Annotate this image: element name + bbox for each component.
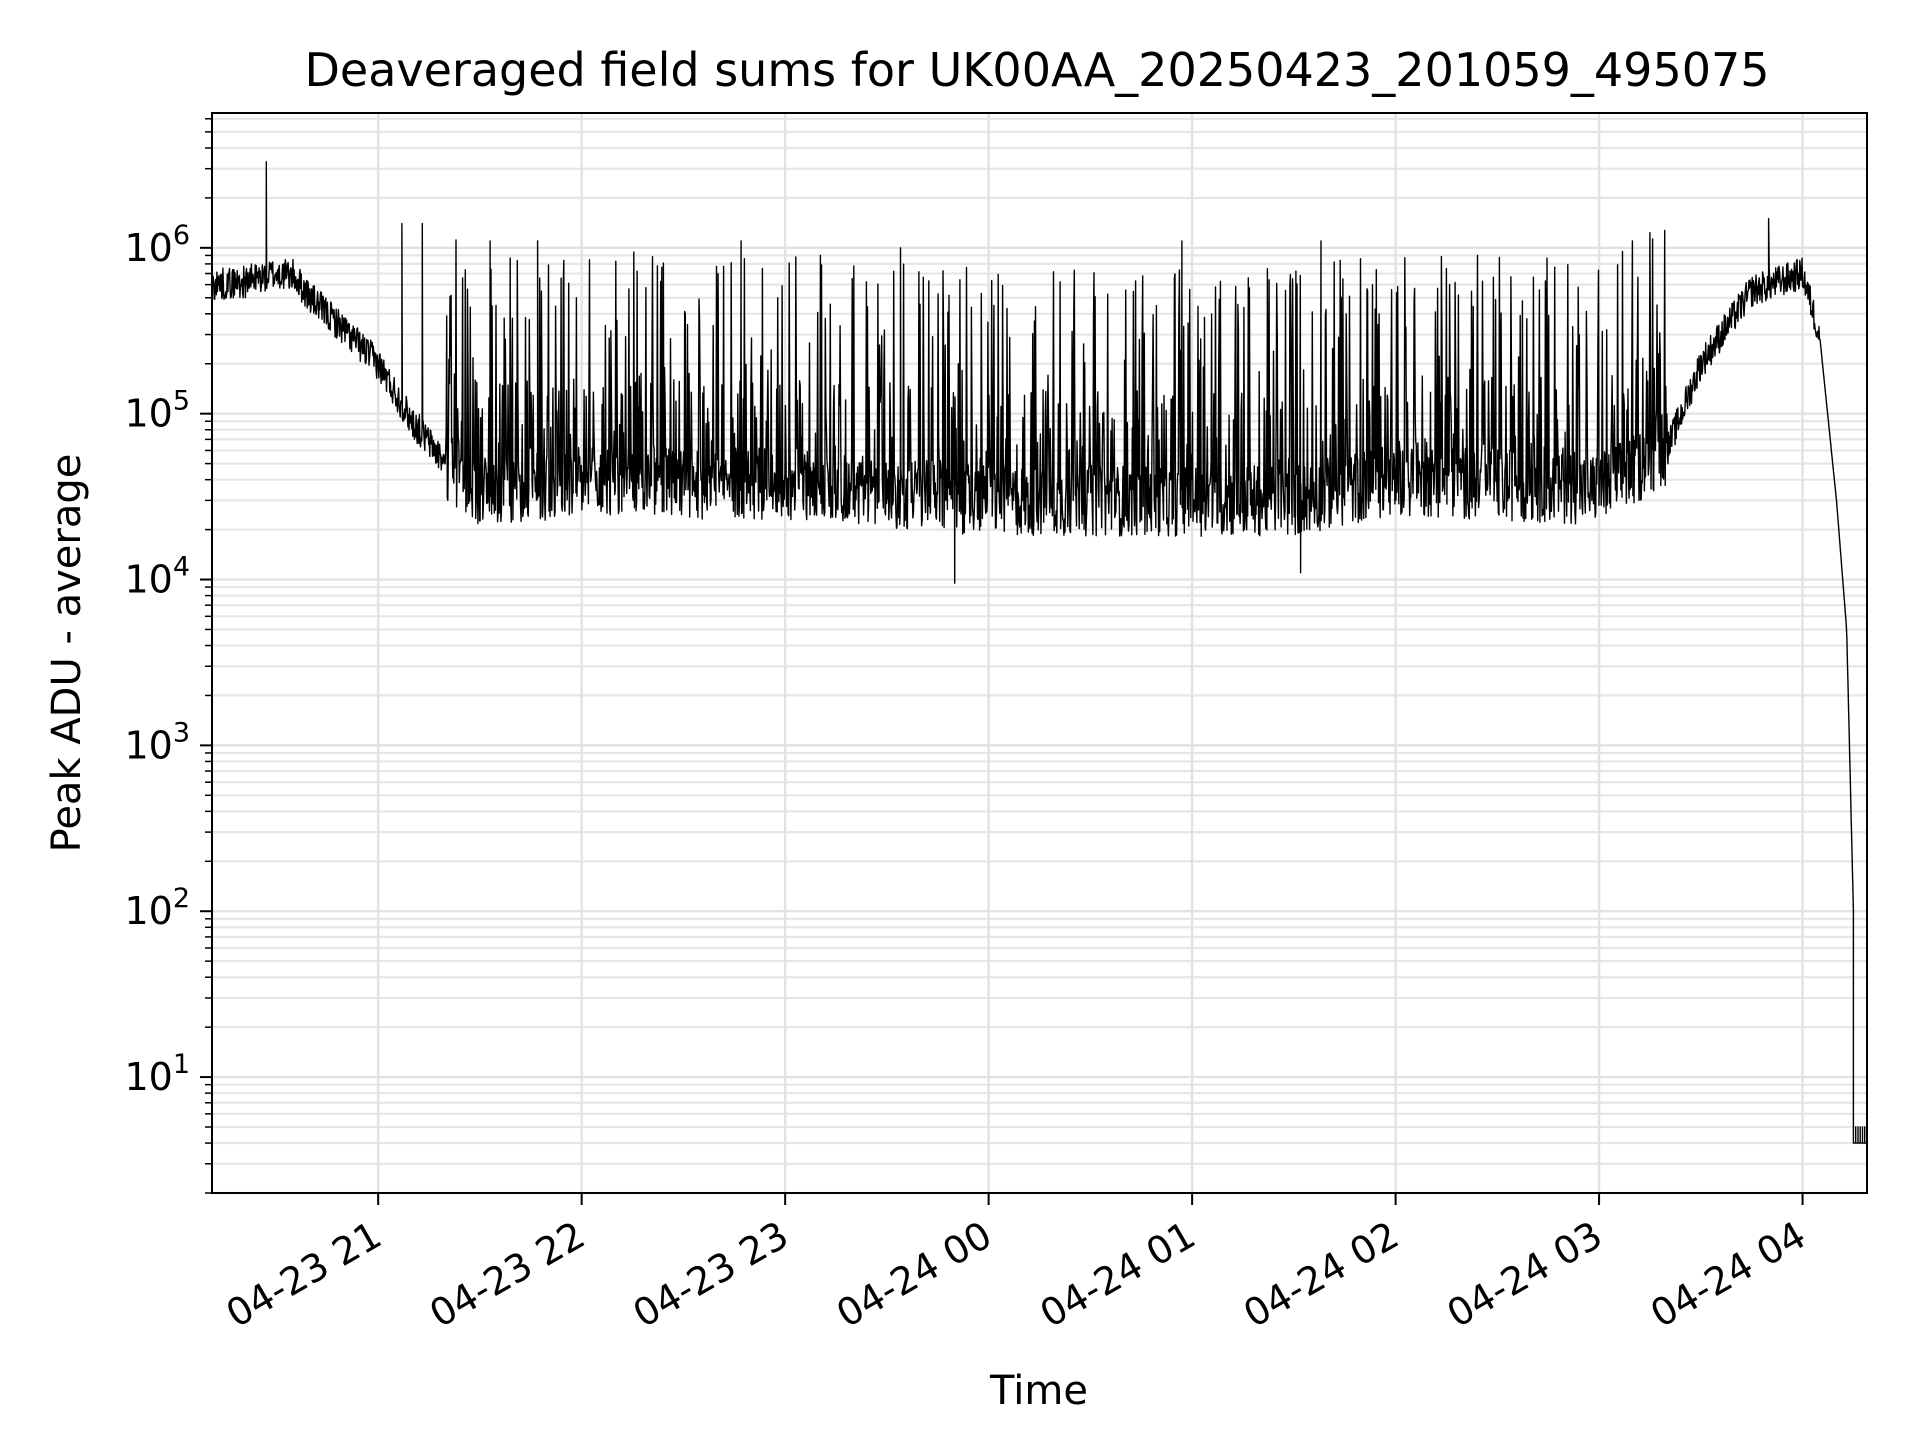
y-axis-label: Peak ADU - average [44,454,90,853]
y-tick-label-base: 10 [124,392,172,436]
y-tick-label: 105 [124,386,190,436]
axes-frame [211,112,1868,1194]
y-tick-label-exponent: 2 [173,883,190,914]
y-tick-label-base: 10 [124,558,172,602]
x-axis-label: Time [989,1368,1088,1414]
chart-title: Deaveraged field sums for UK00AA_2025042… [304,43,1769,97]
y-tick-label: 103 [124,717,190,767]
y-tick-label-exponent: 5 [173,386,190,417]
y-tick-label-base: 10 [124,723,172,767]
y-tick-label-exponent: 4 [173,552,190,583]
series-group [211,161,1867,1144]
y-tick-label-base: 10 [124,226,172,270]
plot-area [211,161,1867,1144]
y-tick-label: 104 [124,552,190,602]
y-tick-label-exponent: 3 [173,717,190,748]
y-tick-label-base: 10 [124,1055,172,1099]
series-0-line [211,161,1867,1144]
y-tick-label: 101 [124,1049,190,1099]
y-tick-label-exponent: 6 [173,220,190,251]
y-tick-label-base: 10 [124,889,172,933]
y-tick-label: 102 [124,883,190,933]
y-tick-label: 106 [124,220,190,270]
y-tick-label-exponent: 1 [173,1049,190,1080]
